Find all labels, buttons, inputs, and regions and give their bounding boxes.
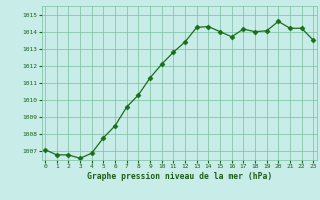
X-axis label: Graphe pression niveau de la mer (hPa): Graphe pression niveau de la mer (hPa) bbox=[87, 172, 272, 181]
